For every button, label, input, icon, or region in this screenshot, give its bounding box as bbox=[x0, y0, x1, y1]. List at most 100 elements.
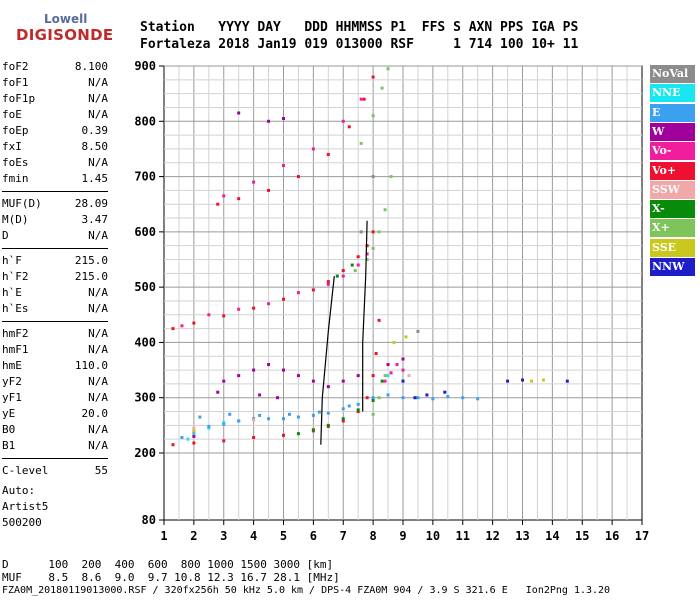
echo-point bbox=[395, 363, 399, 367]
y-tick-label: 900 bbox=[134, 59, 156, 73]
param-row: yF1 N/A bbox=[2, 391, 108, 405]
x-tick-label: 1 bbox=[160, 529, 167, 543]
echo-point bbox=[326, 152, 330, 156]
echo-point bbox=[222, 379, 226, 383]
echo-point bbox=[192, 321, 196, 325]
y-tick-label: 80 bbox=[142, 513, 156, 527]
y-tick-label: 700 bbox=[134, 170, 156, 184]
param-row: h`E N/A bbox=[2, 286, 108, 300]
legend-item-nnw: NNW bbox=[650, 258, 695, 276]
echo-point bbox=[192, 441, 196, 445]
echo-point bbox=[311, 413, 315, 417]
param-label: B0 bbox=[2, 423, 16, 436]
x-tick-label: 15 bbox=[575, 529, 589, 543]
echo-point bbox=[171, 327, 175, 331]
x-tick-label: 10 bbox=[426, 529, 440, 543]
echo-point bbox=[252, 436, 256, 440]
echo-point bbox=[326, 423, 330, 427]
echo-point bbox=[335, 274, 339, 278]
legend-item-nne: NNE bbox=[650, 84, 695, 103]
x-tick-label: 16 bbox=[605, 529, 619, 543]
x-tick-label: 6 bbox=[310, 529, 317, 543]
y-tick-label: 600 bbox=[134, 225, 156, 239]
echo-point bbox=[407, 374, 411, 378]
x-tick-label: 17 bbox=[635, 529, 649, 543]
param-value: 55 bbox=[94, 464, 108, 477]
param-label: foF1 bbox=[2, 76, 29, 89]
y-tick-label: 300 bbox=[134, 391, 156, 405]
header-row-values: Fortaleza 2018 Jan19 019 013000 RSF 1 71… bbox=[140, 37, 579, 52]
echo-point bbox=[296, 432, 300, 436]
echo-point bbox=[371, 398, 375, 402]
echo-point bbox=[541, 378, 545, 382]
param-row: yF2 N/A bbox=[2, 375, 108, 389]
echo-point bbox=[377, 396, 381, 400]
param-value: N/A bbox=[88, 76, 108, 89]
param-row: B0 N/A bbox=[2, 423, 108, 437]
param-value: N/A bbox=[88, 327, 108, 340]
echo-point bbox=[341, 379, 345, 383]
autoscale-version: 500200 bbox=[2, 516, 42, 529]
x-tick-label: 4 bbox=[250, 529, 257, 543]
echo-point bbox=[350, 263, 354, 267]
echo-point bbox=[326, 280, 330, 284]
param-value: N/A bbox=[88, 108, 108, 121]
echo-point bbox=[356, 255, 360, 259]
echo-point bbox=[296, 291, 300, 295]
echo-point bbox=[287, 412, 291, 416]
autoscale-software: Artist5 bbox=[2, 500, 49, 513]
echo-point bbox=[404, 335, 408, 339]
echo-point bbox=[386, 393, 390, 397]
echo-point bbox=[207, 426, 211, 430]
echo-point bbox=[377, 318, 381, 322]
trace-line bbox=[320, 276, 335, 445]
echo-point bbox=[371, 246, 375, 250]
logo-product: DIGISONDE bbox=[16, 26, 114, 44]
param-row: h`F 215.0 bbox=[2, 254, 108, 268]
echo-point bbox=[371, 75, 375, 79]
x-tick-label: 3 bbox=[220, 529, 227, 543]
echo-point bbox=[416, 396, 420, 400]
echo-point bbox=[389, 175, 393, 179]
param-value: N/A bbox=[88, 229, 108, 242]
param-label: hmE bbox=[2, 359, 22, 372]
panel-separator bbox=[2, 458, 108, 459]
echo-point bbox=[222, 439, 226, 443]
echo-point bbox=[347, 125, 351, 129]
echo-point bbox=[359, 230, 363, 234]
param-value: N/A bbox=[88, 391, 108, 404]
echo-point bbox=[362, 97, 366, 101]
param-label: MUF(D) bbox=[2, 197, 42, 210]
echo-point bbox=[171, 443, 175, 447]
echo-point bbox=[446, 395, 450, 399]
legend-item-x: X+ bbox=[650, 219, 695, 238]
echo-point bbox=[296, 415, 300, 419]
param-row: yE 20.0 bbox=[2, 407, 108, 421]
legend-item-w: W bbox=[650, 122, 695, 141]
echo-point bbox=[389, 371, 393, 375]
x-tick-label: 2 bbox=[190, 529, 197, 543]
echo-point bbox=[192, 432, 196, 436]
param-label: foF2 bbox=[2, 60, 29, 73]
echo-point bbox=[237, 197, 241, 201]
param-label: h`F bbox=[2, 254, 22, 267]
autoscale-label: Auto: bbox=[2, 484, 36, 497]
param-label: h`E bbox=[2, 286, 22, 299]
param-value: N/A bbox=[88, 439, 108, 452]
echo-point bbox=[565, 379, 569, 383]
param-row: h`Es N/A bbox=[2, 302, 108, 316]
legend-item-e: E bbox=[650, 103, 695, 122]
panel-separator bbox=[2, 321, 108, 322]
echo-point bbox=[267, 302, 271, 306]
param-row: fmin 1.45 bbox=[2, 172, 108, 186]
echo-point bbox=[282, 117, 285, 121]
echo-point bbox=[365, 252, 369, 256]
echo-point bbox=[356, 263, 360, 267]
echo-point bbox=[216, 202, 220, 206]
echo-point bbox=[237, 419, 241, 423]
echo-point bbox=[386, 363, 390, 367]
echo-point bbox=[377, 230, 381, 234]
param-value: 28.09 bbox=[74, 197, 108, 210]
digisonde-logo: Lowell DIGISONDE bbox=[4, 8, 134, 48]
echo-point bbox=[282, 368, 285, 372]
